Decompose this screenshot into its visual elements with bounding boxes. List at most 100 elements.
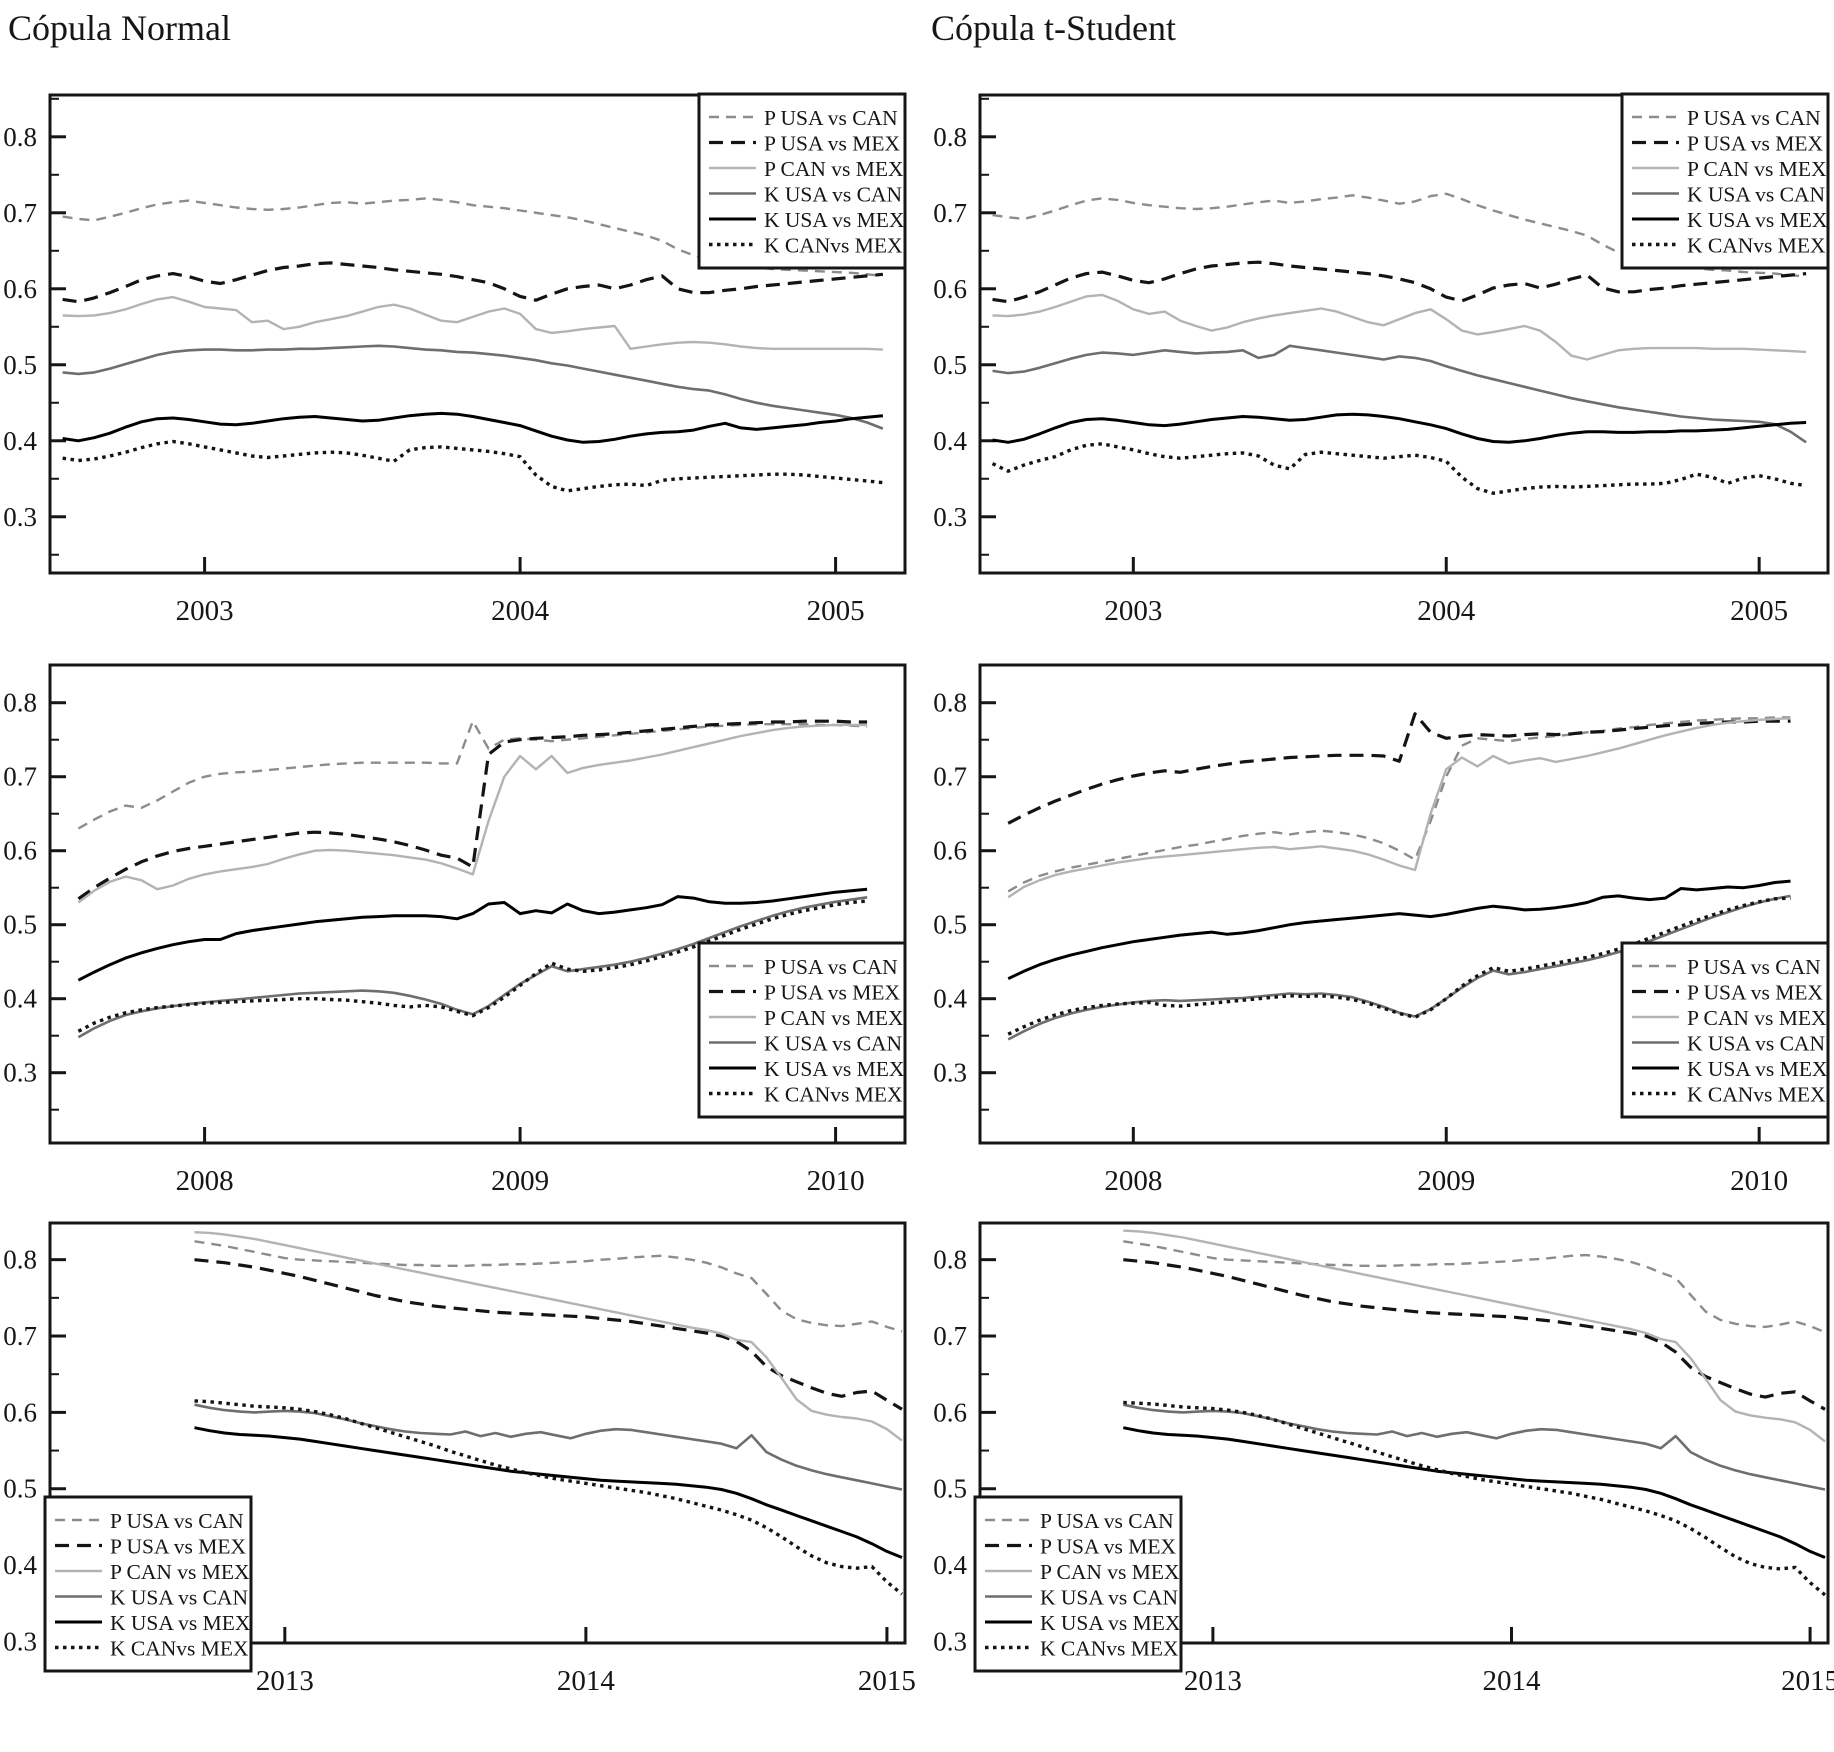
y-tick-label: 0.3 [3,1058,37,1088]
legend-entry-PUC: P USA vs CAN [55,1509,244,1533]
legend-entry-PUC: P USA vs CAN [709,106,898,130]
legend-label: K USA vs MEX [1687,1057,1828,1081]
legend-entry-KUC: K USA vs CAN [55,1586,248,1610]
y-tick-label: 0.8 [933,1245,967,1275]
y-tick-label: 0.7 [933,198,967,228]
series-line-KUM [194,1426,903,1559]
y-tick-label: 0.8 [933,122,967,152]
series-line-KCM [194,1399,904,1596]
series-line-PUC [77,720,868,830]
series-line-KUC [1123,1403,1826,1491]
legend-entry-PUM: P USA vs MEX [709,981,900,1005]
y-tick-label: 0.5 [933,350,967,380]
legend-label: K USA vs CAN [1040,1586,1178,1610]
legend-box [697,92,907,270]
legend-entry-KUM: K USA vs MEX [709,208,905,232]
y-tick-label: 0.7 [3,1321,37,1351]
plot-border [48,1221,907,1645]
y-tick-label: 0.3 [933,1626,967,1656]
chart-tstudent-2008-2010: 0.3 0.4 0.5 0.6 0.7 0.8 2008 2009 2010 P USA vs C… [933,663,1830,1197]
y-tick-label: 0.5 [933,1474,967,1504]
series-line-PUC [62,197,884,278]
legend-box [697,941,907,1119]
y-tick-label: 0.5 [3,350,37,380]
legend-label: K USA vs MEX [110,1611,251,1635]
y-tick-label: 0.6 [933,274,967,304]
plot-border [48,93,907,575]
y-tick-label: 0.6 [3,836,37,866]
x-tick-label: 2013 [256,1665,314,1697]
y-tick-label: 0.3 [3,1626,37,1656]
x-tick-label: 2004 [491,595,550,627]
series-line-KUM [992,412,1807,444]
figure-title-normal: Cópula Normal [8,8,231,48]
legend-label: K USA vs CAN [1687,1032,1825,1056]
legend-entry-PCM: P CAN vs MEX [709,157,904,181]
legend-entry-KUM: K USA vs MEX [55,1611,251,1635]
y-tick-label: 0.8 [933,688,967,718]
x-axis: 2013 2014 2015 [256,1627,916,1697]
legend-label: P CAN vs MEX [1040,1560,1180,1584]
y-tick-label: 0.5 [933,910,967,940]
series-line-KUC [194,1403,903,1491]
x-axis: 2003 2004 2005 [1104,557,1788,627]
y-tick-label: 0.7 [3,198,37,228]
y-axis: 0.3 0.4 0.5 0.6 0.7 0.8 [933,688,996,1111]
plot-border [978,93,1830,575]
legend-label: K USA vs MEX [1040,1611,1181,1635]
series-line-PUC [1007,716,1791,893]
legend-box [1620,92,1830,270]
legend-entry-KUM: K USA vs MEX [1632,208,1828,232]
legend-entry-KUM: K USA vs MEX [985,1611,1181,1635]
y-tick-label: 0.4 [3,984,37,1014]
x-tick-label: 2010 [1730,1165,1788,1197]
legend-label: P USA vs MEX [1040,1535,1176,1559]
x-tick-label: 2010 [807,1165,865,1197]
series-line-KCM [1123,1400,1827,1597]
series-line-KCM [1007,896,1791,1036]
legend-label: P USA vs CAN [1687,955,1821,979]
y-tick-label: 0.6 [933,1397,967,1427]
y-tick-label: 0.4 [933,984,967,1014]
legend-label: P CAN vs MEX [764,157,904,181]
series-line-PCM [77,723,868,904]
y-tick-label: 0.4 [933,426,967,456]
legend-label: P USA vs CAN [1040,1509,1174,1533]
y-tick-label: 0.7 [933,1321,967,1351]
y-tick-label: 0.7 [933,762,967,792]
y-tick-label: 0.8 [3,122,37,152]
y-axis: 0.3 0.4 0.5 0.6 0.7 0.8 [3,688,66,1111]
legend-label: K CANvs MEX [764,1083,903,1107]
legend-entry-PCM: P CAN vs MEX [985,1560,1180,1584]
x-tick-label: 2003 [1104,595,1162,627]
y-tick-label: 0.8 [3,688,37,718]
series-line-PUM [1123,1258,1826,1411]
legend-entry-KCM: K CANvs MEX [985,1637,1179,1661]
legend-box [43,1495,253,1673]
x-axis: 2008 2009 2010 [1104,1127,1788,1197]
legend-entry-PUM: P USA vs MEX [1632,132,1823,156]
x-axis: 2003 2004 2005 [176,557,865,627]
series-line-PUC [1123,1240,1826,1334]
x-axis: 2013 2014 2015 [1184,1627,1834,1697]
legend-label: K USA vs CAN [764,183,902,207]
legend-entry-PCM: P CAN vs MEX [1632,157,1827,181]
legend-entry-KCM: K CANvs MEX [709,1083,903,1107]
legend-label: K CANvs MEX [1040,1637,1179,1661]
y-tick-label: 0.4 [933,1550,967,1580]
legend-entry-KUC: K USA vs CAN [709,183,902,207]
legend-entry-PUC: P USA vs CAN [1632,106,1821,130]
y-tick-label: 0.6 [3,274,37,304]
series-line-KCM [62,439,884,493]
series-line-PUM [62,261,884,304]
legend-label: P USA vs MEX [1687,132,1823,156]
figure-title-tstudent: Cópula t-Student [931,8,1176,48]
y-tick-label: 0.3 [933,1058,967,1088]
